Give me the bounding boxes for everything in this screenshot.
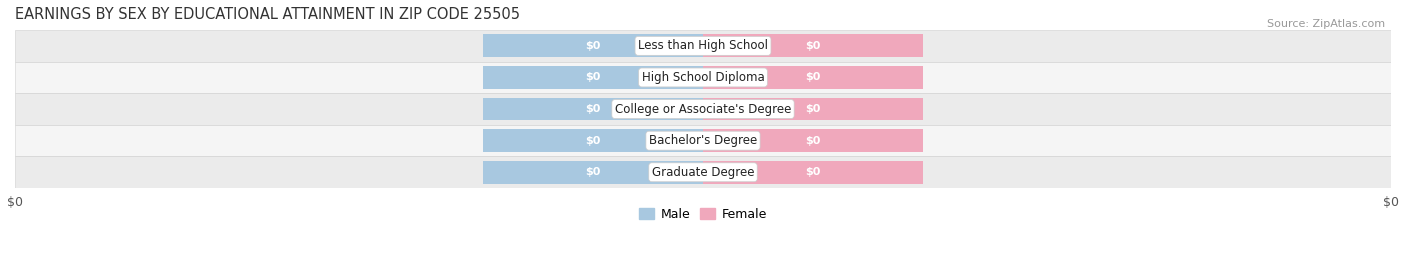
Bar <box>15 157 1391 188</box>
Bar <box>703 161 924 184</box>
Text: Source: ZipAtlas.com: Source: ZipAtlas.com <box>1267 19 1385 29</box>
Bar <box>15 30 1391 62</box>
Text: Graduate Degree: Graduate Degree <box>652 166 754 179</box>
Text: $0: $0 <box>585 136 600 146</box>
Bar <box>482 66 703 89</box>
Bar <box>703 66 924 89</box>
Text: $0: $0 <box>806 104 821 114</box>
Bar <box>15 125 1391 157</box>
Text: $0: $0 <box>585 41 600 51</box>
Bar <box>703 35 924 57</box>
Text: $0: $0 <box>806 136 821 146</box>
Bar <box>15 93 1391 125</box>
Text: $0: $0 <box>585 167 600 177</box>
Text: $0: $0 <box>585 72 600 83</box>
Text: $0: $0 <box>806 167 821 177</box>
Bar <box>482 161 703 184</box>
Bar <box>482 35 703 57</box>
Bar <box>15 62 1391 93</box>
Text: High School Diploma: High School Diploma <box>641 71 765 84</box>
Bar <box>482 98 703 120</box>
Text: Less than High School: Less than High School <box>638 39 768 52</box>
Text: $0: $0 <box>806 72 821 83</box>
Text: $0: $0 <box>806 41 821 51</box>
Bar <box>703 129 924 152</box>
Bar <box>703 98 924 120</box>
Text: Bachelor's Degree: Bachelor's Degree <box>650 134 756 147</box>
Legend: Male, Female: Male, Female <box>634 203 772 226</box>
Text: EARNINGS BY SEX BY EDUCATIONAL ATTAINMENT IN ZIP CODE 25505: EARNINGS BY SEX BY EDUCATIONAL ATTAINMEN… <box>15 7 520 22</box>
Text: $0: $0 <box>585 104 600 114</box>
Bar <box>482 129 703 152</box>
Text: College or Associate's Degree: College or Associate's Degree <box>614 103 792 116</box>
